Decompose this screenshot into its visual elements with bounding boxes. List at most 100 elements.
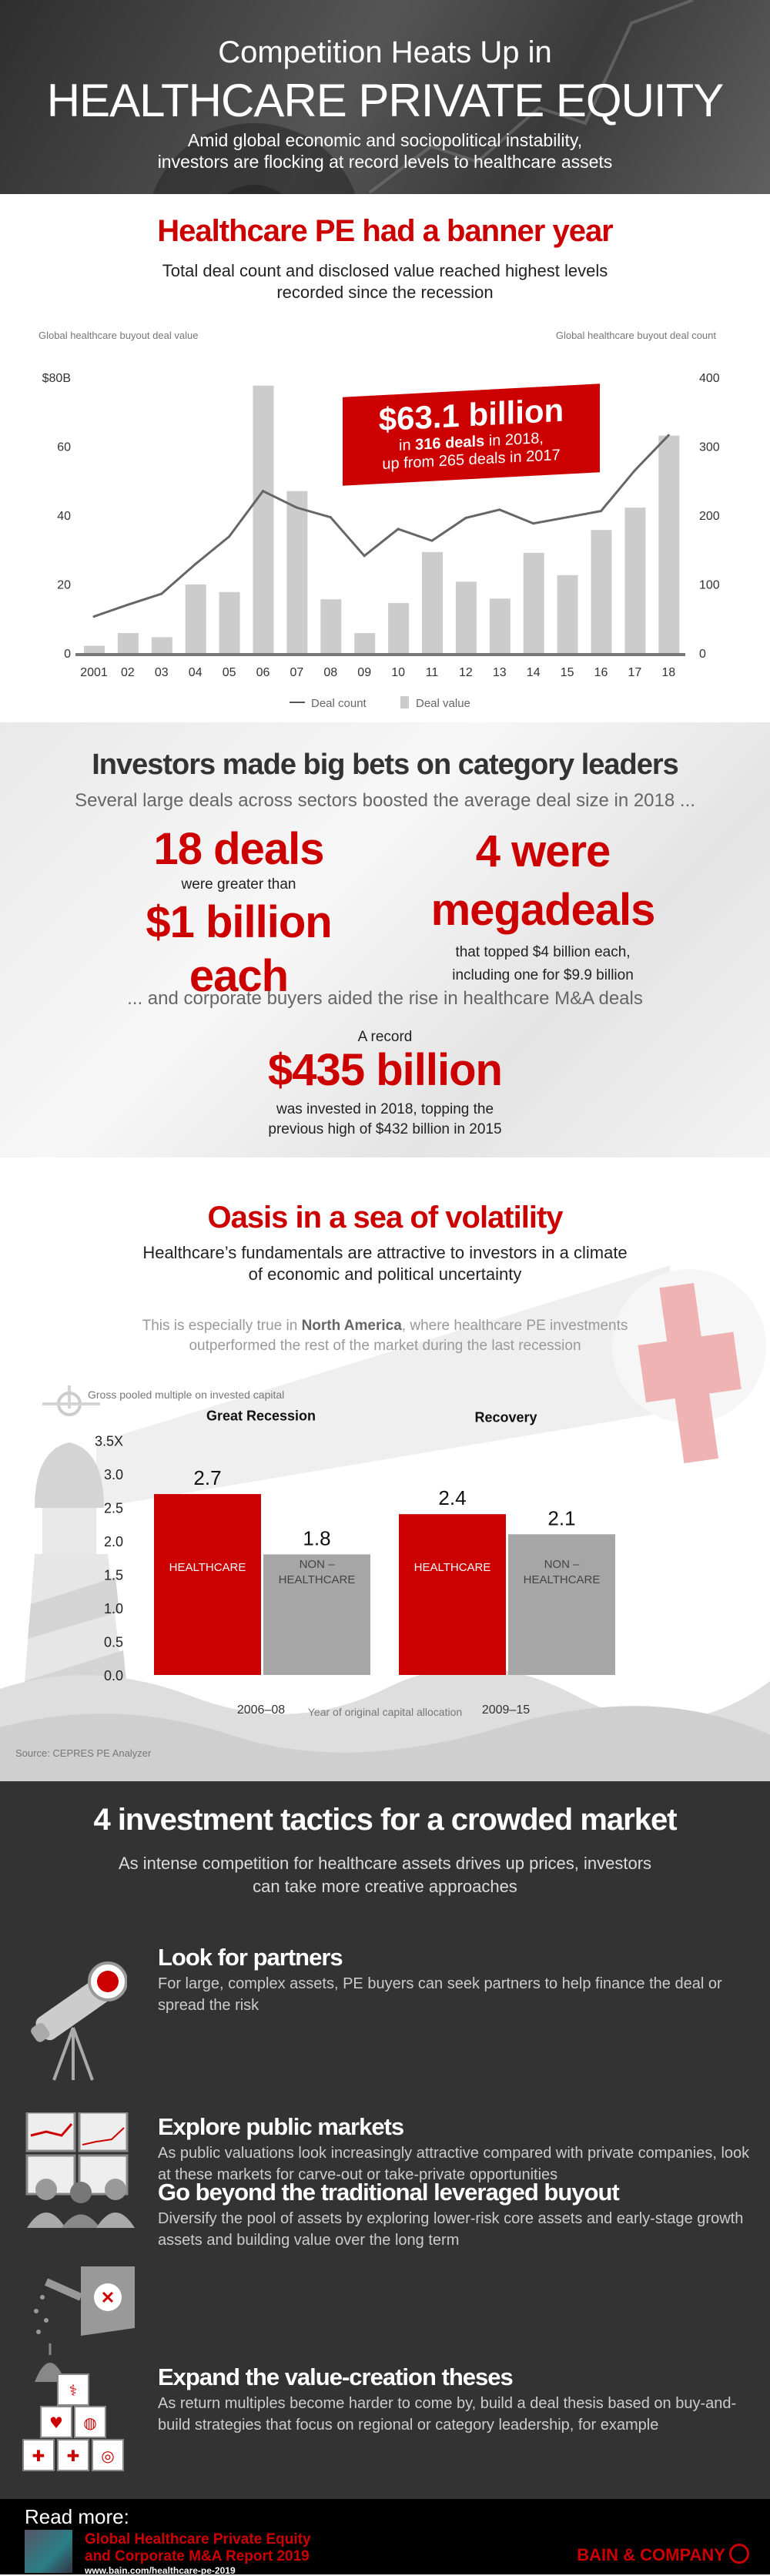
section-title: Oasis in a sea of volatility (207, 1201, 563, 1234)
legend-bar-swatch (400, 696, 409, 708)
x-tick: 08 (323, 666, 337, 679)
bar-deal-value (523, 552, 544, 653)
read-more-label: Read more: (25, 2505, 129, 2528)
x-tick: 13 (493, 666, 507, 679)
group-title: Recovery (474, 1410, 537, 1425)
point-deal-count (363, 554, 366, 558)
y-tick-left: $80B (42, 372, 71, 385)
group-title: Great Recession (206, 1409, 316, 1424)
bar-deal-value (354, 633, 376, 653)
x-tick: 04 (189, 666, 203, 679)
section-subtitle: Several large deals across sectors boost… (75, 790, 695, 811)
bar-deal-value (624, 507, 646, 653)
x-tick: 11 (426, 666, 439, 679)
y-tick: 3.5X (95, 1434, 123, 1449)
y-axis-label: Gross pooled multiple on invested capita… (88, 1388, 285, 1401)
bar-series-label: NON – (544, 1558, 581, 1571)
header-background-image (152, 0, 694, 194)
bar-deal-value (185, 584, 206, 653)
report-link[interactable]: Global Healthcare Private Equity and Corp… (85, 2531, 311, 2565)
bar-value-label: 2.7 (193, 1466, 221, 1489)
left-axis-label: Global healthcare buyout deal value (38, 330, 199, 341)
stat-small: were greater than (181, 876, 296, 893)
point-deal-count (532, 522, 535, 525)
stat-small: including one for $9.9 billion (452, 967, 634, 983)
header-subtitle: Amid global economic and sociopolitical … (0, 129, 770, 173)
tactic-item: Look for partners For large, complex asse… (158, 1944, 751, 2016)
section-title: 4 investment tactics for a crowded marke… (93, 1803, 677, 1837)
tactic-title: Expand the value-creation theses (158, 2363, 514, 2390)
bar-deal-value (84, 645, 105, 653)
section-subtitle: Total deal count and disclosed value rea… (0, 260, 770, 303)
tactic-title: Explore public markets (158, 2113, 404, 2140)
point-deal-count (430, 539, 434, 542)
point-deal-count (667, 434, 670, 437)
point-deal-count (295, 506, 298, 509)
subtitle-line: Total deal count and disclosed value rea… (162, 261, 608, 280)
y-tick-left: 40 (57, 510, 71, 523)
x-tick: 09 (357, 666, 371, 679)
subtitle-line: of economic and political uncertainty (248, 1265, 522, 1284)
volatility-section: Oasis in a sea of volatility Healthcare’… (0, 1157, 770, 1781)
bar-value-label: 1.8 (303, 1526, 330, 1549)
header-title: HEALTHCARE PRIVATE EQUITY (46, 75, 725, 126)
point-deal-count (566, 516, 569, 519)
y-tick-right: 100 (699, 579, 720, 592)
tactic-title: Go beyond the traditional leveraged buyo… (158, 2179, 620, 2206)
y-tick: 3.0 (104, 1467, 123, 1482)
tactic-title: Look for partners (158, 1944, 343, 1971)
big-bets-section: Investors made big bets on category lead… (0, 722, 770, 1157)
record-text: was invested in 2018, topping the previou… (0, 1100, 770, 1140)
section-subtitle: Healthcare’s fundamentals are attractive… (0, 1242, 770, 1285)
report-title[interactable]: and Corporate M&A Report 2019 (85, 2548, 310, 2564)
bar-deal-value (320, 599, 342, 653)
footer: Read more: Global Healthcare Private Equ… (0, 2499, 770, 2576)
bar-series-label: NON – (300, 1558, 336, 1571)
point-deal-count (92, 615, 95, 618)
light-beam (96, 1265, 670, 1508)
y-tick: 2.0 (104, 1534, 123, 1549)
point-deal-count (329, 516, 332, 519)
header-kicker: Competition Heats Up in (218, 35, 552, 69)
x-tick: 14 (527, 666, 541, 679)
note-text: This is especially true in (142, 1318, 302, 1334)
bar-value-label: 2.4 (438, 1486, 466, 1509)
header-subtitle-line: investors are flocking at record levels … (157, 152, 613, 172)
record-label: A record (357, 1029, 413, 1045)
report-title[interactable]: Global Healthcare Private Equity (85, 2531, 311, 2548)
tactic-text: For large, complex assets, PE buyers can… (158, 1975, 722, 2014)
telescope-icon (31, 1961, 127, 2081)
section-subtitle: As intense competition for healthcare as… (0, 1852, 770, 1898)
x-tick: 06 (256, 666, 270, 679)
y-tick-left: 20 (57, 579, 71, 592)
bar-deal-value (658, 435, 680, 653)
point-deal-count (228, 535, 231, 538)
point-deal-count (633, 469, 636, 472)
bar-deal-value (388, 603, 410, 653)
y-tick: 0.0 (104, 1668, 123, 1683)
bar-deal-value (151, 637, 172, 653)
record-line: was invested in 2018, topping the (276, 1101, 494, 1117)
report-thumbnail[interactable] (25, 2530, 72, 2573)
right-axis-label: Global healthcare buyout deal count (555, 330, 716, 341)
point-deal-count (194, 563, 197, 566)
y-tick-left: 0 (64, 648, 71, 661)
point-deal-count (464, 517, 467, 520)
x-tick: 17 (628, 666, 642, 679)
section-title: Healthcare PE had a banner year (157, 214, 614, 248)
callout-flag: $63.1 billion in 316 deals in 2018, up f… (343, 384, 600, 486)
svg-text:✚: ✚ (67, 2447, 80, 2465)
bain-logo: BAIN & COMPANY (577, 2545, 725, 2564)
y-tick: 1.0 (104, 1601, 123, 1616)
lighthouse-illustration (0, 1265, 770, 1781)
bar-value-label: 2.1 (547, 1506, 575, 1529)
bar-deal-value (557, 574, 578, 653)
tactic-item: Go beyond the traditional leveraged buyo… (158, 2179, 751, 2251)
header-banner: Competition Heats Up in HEALTHCARE PRIVA… (0, 0, 770, 194)
report-url[interactable]: www.bain.com/healthcare-pe-2019 (85, 2565, 236, 2576)
svg-text:✚: ✚ (32, 2447, 45, 2465)
north-america-note: This is especially true in North America… (0, 1316, 770, 1356)
subtitle-line: recorded since the recession (276, 283, 494, 302)
subtitle-line: can take more creative approaches (253, 1877, 517, 1896)
note-bold: North America (301, 1318, 402, 1334)
